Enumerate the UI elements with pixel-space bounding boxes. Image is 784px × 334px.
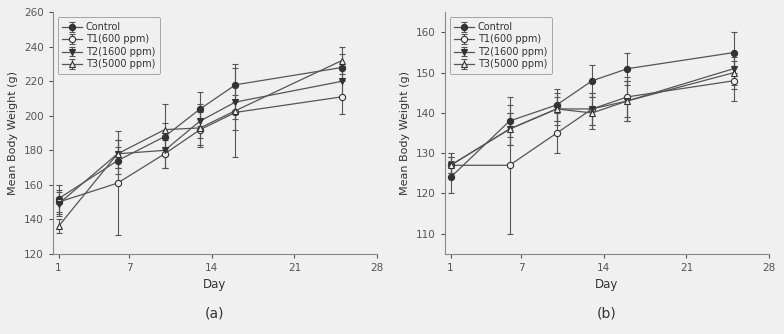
Title: (b): (b) — [597, 307, 617, 321]
Legend: Control, T1(600 ppm), T2(1600 ppm), T3(5000 ppm): Control, T1(600 ppm), T2(1600 ppm), T3(5… — [57, 17, 160, 74]
X-axis label: Day: Day — [595, 279, 619, 292]
Y-axis label: Mean Body Weight (g): Mean Body Weight (g) — [9, 71, 18, 195]
Y-axis label: Mean Body Weight (g): Mean Body Weight (g) — [401, 71, 410, 195]
Legend: Control, T1(600 ppm), T2(1600 ppm), T3(5000 ppm): Control, T1(600 ppm), T2(1600 ppm), T3(5… — [449, 17, 552, 74]
X-axis label: Day: Day — [203, 279, 227, 292]
Title: (a): (a) — [205, 307, 224, 321]
